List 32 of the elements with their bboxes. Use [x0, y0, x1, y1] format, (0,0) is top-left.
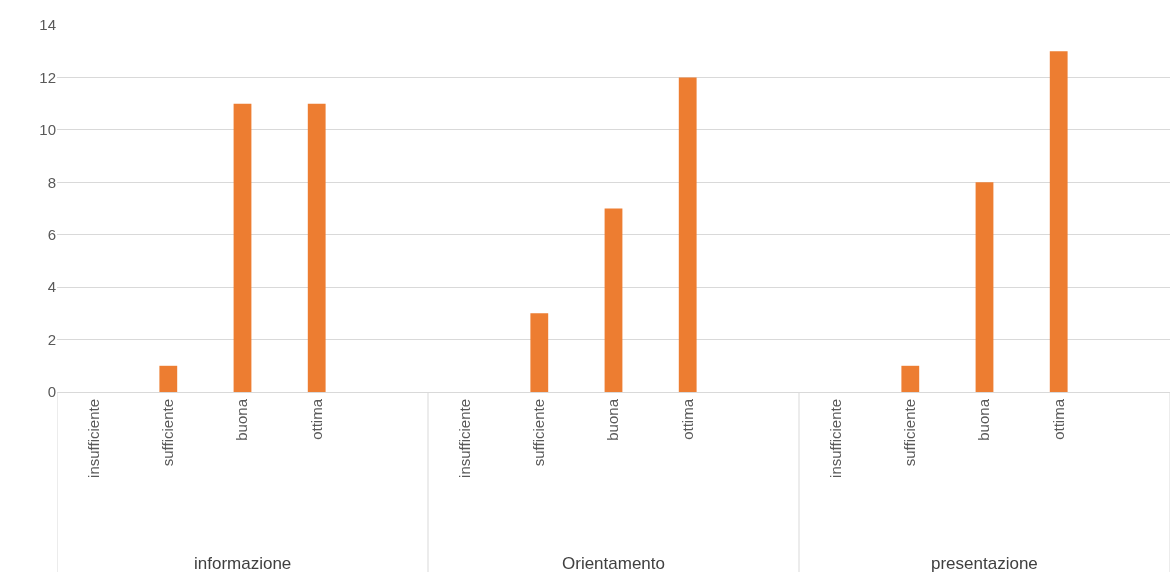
y-tick-label: 10 [39, 121, 56, 139]
x-tick-label: ottima [307, 398, 325, 440]
y-tick-label: 6 [47, 225, 56, 243]
y-tick-label: 14 [39, 16, 56, 34]
y-tick-label: 8 [47, 173, 56, 191]
bar [530, 313, 549, 392]
bar [233, 103, 252, 392]
x-tick-label: ottima [678, 398, 696, 440]
bar [604, 208, 623, 392]
bar [307, 103, 326, 392]
x-tick-label: sufficiente [530, 399, 548, 467]
x-tick-label: buona [604, 398, 622, 441]
bar [901, 365, 920, 392]
text: informazione [194, 554, 292, 573]
x-tick-label: insufficiente [826, 399, 844, 478]
x-tick-label: sufficiente [901, 399, 919, 467]
bar [678, 77, 697, 392]
text: Orientamento [562, 554, 665, 573]
x-tick-label: buona [233, 398, 251, 441]
x-tick-label: ottima [1049, 398, 1067, 440]
bar [1049, 51, 1068, 392]
x-tick-label: insufficiente [84, 399, 102, 478]
x-tick-label: insufficiente [455, 399, 473, 478]
y-tick-label: 0 [47, 383, 56, 401]
x-tick-label: buona [975, 398, 993, 441]
text: presentazione [931, 554, 1038, 573]
y-tick-label: 12 [39, 68, 56, 86]
y-tick-label: 2 [47, 330, 56, 348]
bar [159, 365, 178, 392]
x-tick-label: sufficiente [159, 399, 177, 467]
bar [975, 182, 994, 392]
y-tick-label: 4 [47, 278, 56, 296]
